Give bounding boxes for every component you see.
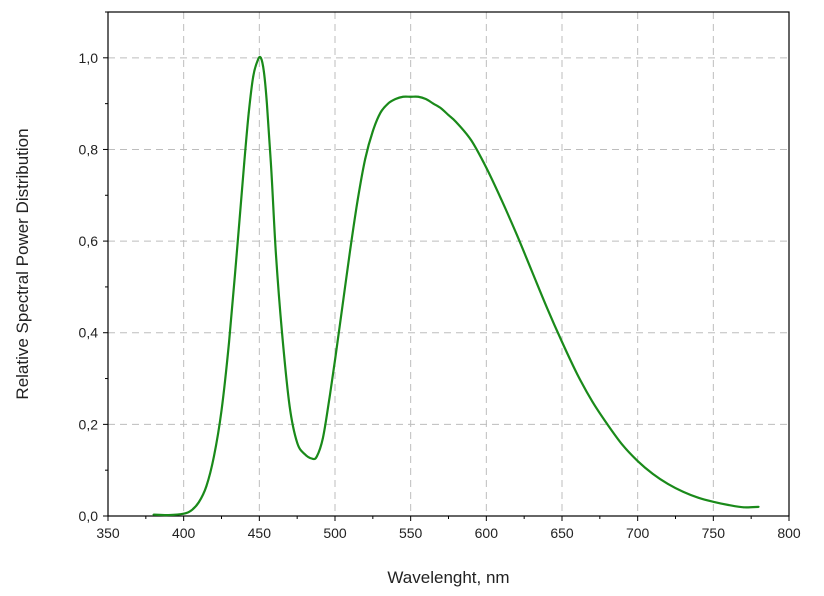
data-point — [455, 121, 457, 123]
data-point — [606, 423, 609, 426]
data-point — [213, 455, 215, 458]
data-point — [447, 114, 450, 116]
data-point — [364, 157, 367, 160]
x-tick-label: 700 — [626, 525, 650, 541]
y-tick-label: 0,6 — [79, 233, 99, 249]
data-point — [417, 95, 420, 98]
data-point — [270, 171, 273, 174]
x-tick-label: 500 — [323, 525, 347, 541]
data-point — [530, 269, 533, 272]
x-tick-label: 400 — [172, 525, 196, 541]
data-point — [311, 457, 314, 460]
data-point — [561, 340, 563, 343]
x-tick-label: 550 — [399, 525, 423, 541]
data-point — [167, 514, 170, 516]
data-point — [697, 496, 700, 499]
data-point — [727, 504, 730, 506]
data-point — [712, 500, 715, 503]
data-point — [259, 56, 262, 59]
data-point — [315, 455, 318, 458]
series-layer — [152, 55, 760, 517]
y-tick-label: 1,0 — [79, 50, 99, 66]
x-tick-label: 800 — [777, 525, 801, 541]
axis-ticks: 350 400 450 500 550 600 650 700 750 800 0,0 0,2 0,4 0… — [79, 11, 801, 541]
data-point — [682, 490, 684, 493]
data-point — [651, 472, 654, 475]
data-point — [409, 95, 412, 98]
data-point — [402, 95, 404, 98]
x-tick-label: 450 — [248, 525, 272, 541]
data-point — [576, 373, 579, 375]
data-point — [349, 249, 352, 252]
data-point — [356, 198, 359, 201]
data-point — [275, 253, 277, 256]
data-point — [621, 444, 624, 446]
data-point — [190, 509, 193, 512]
data-point — [341, 304, 344, 307]
x-tick-label: 750 — [702, 525, 726, 541]
data-point — [394, 98, 397, 100]
x-tick-label: 350 — [96, 525, 120, 541]
y-tick-label: 0,2 — [79, 416, 99, 432]
grid-lines — [108, 12, 789, 516]
data-point — [334, 359, 336, 362]
data-point — [266, 102, 268, 105]
data-point — [243, 162, 246, 165]
data-point — [667, 483, 669, 485]
data-point — [387, 102, 389, 105]
data-point — [220, 409, 223, 412]
data-point — [205, 485, 208, 488]
data-point — [485, 166, 488, 169]
x-axis-title: Wavelenght, nm — [387, 568, 509, 587]
data-point — [591, 400, 594, 403]
data-point — [152, 513, 155, 516]
data-point — [228, 340, 230, 343]
data-point — [288, 405, 291, 407]
data-point — [252, 75, 255, 78]
data-point — [247, 111, 250, 114]
data-point — [757, 505, 760, 508]
series-line — [153, 55, 759, 517]
y-axis-title: Relative Spectral Power Distribution — [13, 128, 32, 399]
data-point — [303, 453, 306, 456]
data-point — [256, 59, 259, 62]
data-point — [281, 331, 283, 334]
data-point — [432, 102, 435, 105]
data-point — [470, 139, 473, 142]
data-point — [636, 460, 639, 462]
plot-frame — [107, 11, 790, 517]
y-tick-label: 0,4 — [79, 325, 99, 341]
data-point — [500, 198, 503, 201]
data-point — [379, 111, 382, 114]
data-point — [182, 512, 185, 515]
data-point — [328, 400, 330, 403]
x-tick-label: 600 — [475, 525, 499, 541]
data-point — [197, 501, 200, 504]
data-point — [321, 437, 324, 440]
data-point — [235, 253, 238, 256]
y-tick-label: 0,8 — [79, 141, 99, 157]
y-tick-label: 0,0 — [79, 508, 99, 524]
data-point — [742, 506, 745, 509]
data-point — [371, 130, 374, 133]
data-point — [440, 107, 442, 110]
data-point — [515, 233, 518, 236]
data-point — [545, 306, 548, 309]
data-point — [296, 441, 299, 444]
data-point — [262, 70, 265, 73]
data-point — [424, 98, 427, 100]
x-tick-label: 650 — [550, 525, 574, 541]
